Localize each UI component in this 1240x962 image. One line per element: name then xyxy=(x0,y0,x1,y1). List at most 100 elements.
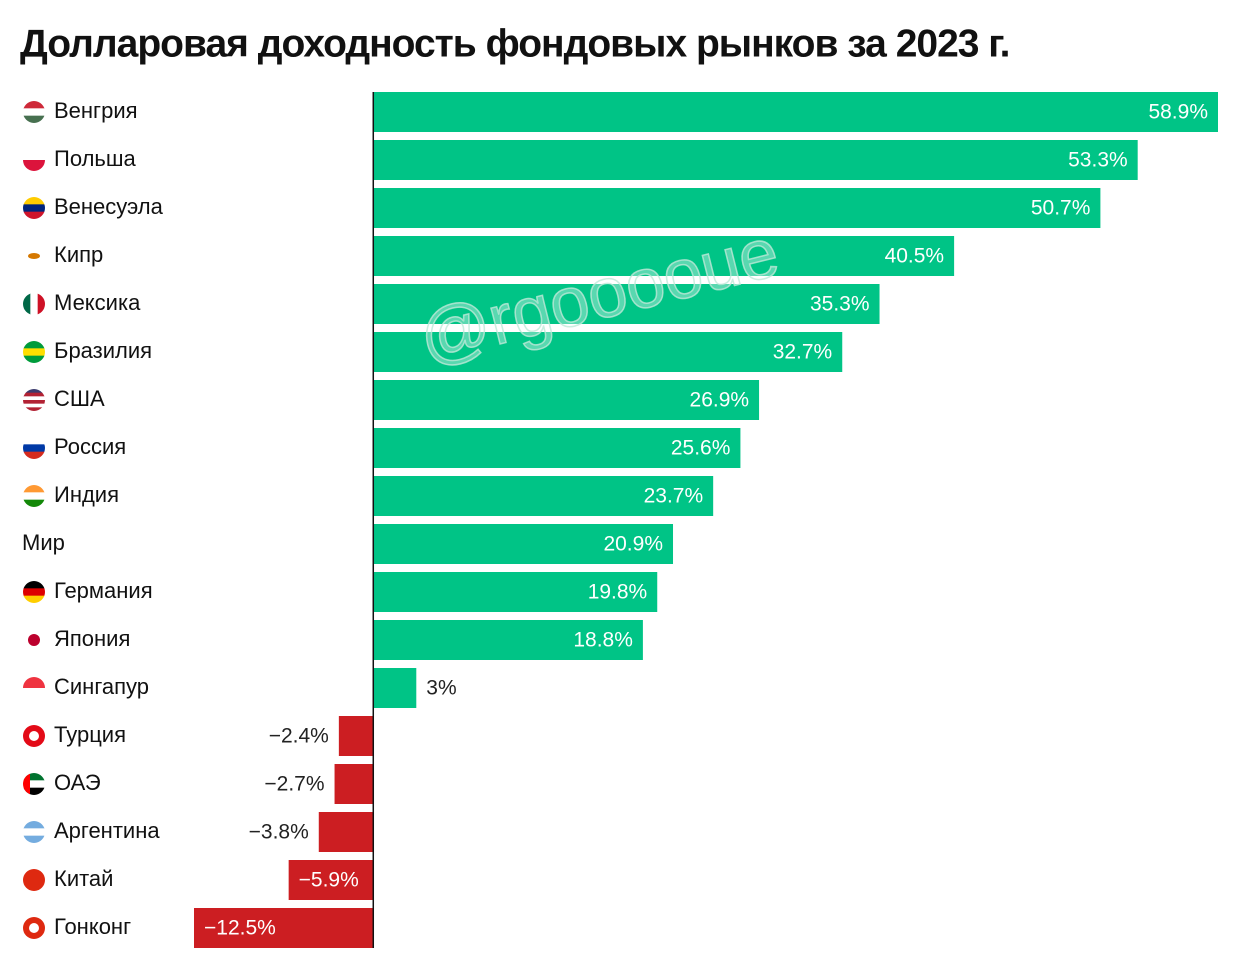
value-label: −5.9% xyxy=(299,869,359,892)
flag-stripe xyxy=(23,780,45,789)
value-label: 18.8% xyxy=(573,629,633,652)
bar xyxy=(373,524,674,564)
category-label: Венгрия xyxy=(54,98,138,123)
category-label: Аргентина xyxy=(54,818,160,843)
category-label: Турция xyxy=(54,722,126,747)
value-label: −12.5% xyxy=(204,917,276,940)
value-label: −3.8% xyxy=(249,821,309,844)
flag xyxy=(23,773,45,795)
category-label: Сингапур xyxy=(54,674,149,699)
value-label: 32.7% xyxy=(773,341,833,364)
flag-stripe xyxy=(23,581,45,589)
flag-stripe xyxy=(23,392,45,397)
flag-dot xyxy=(29,731,39,741)
flag xyxy=(23,101,45,123)
flag-stripe xyxy=(23,293,31,315)
category-label: Мексика xyxy=(54,290,141,315)
flag-stripe xyxy=(23,451,45,459)
flag-stripe xyxy=(23,677,45,689)
category-label: Бразилия xyxy=(54,338,152,363)
flag xyxy=(23,485,45,507)
value-label: 25.6% xyxy=(671,437,731,460)
category-label: Китай xyxy=(54,866,113,891)
flag-stripe xyxy=(23,773,30,795)
flag xyxy=(23,341,45,363)
flag xyxy=(23,389,45,411)
flag xyxy=(23,437,45,459)
flag-stripe xyxy=(23,245,45,257)
flag-stripe xyxy=(23,869,45,891)
category-label: Гонконг xyxy=(54,914,131,939)
flags xyxy=(23,101,45,939)
value-label: 58.9% xyxy=(1148,101,1208,124)
flag-stripe xyxy=(23,341,45,349)
category-label: Индия xyxy=(54,482,119,507)
category-label: Япония xyxy=(54,626,130,651)
flag xyxy=(23,149,45,171)
flag-stripe xyxy=(23,787,45,795)
value-label: 3% xyxy=(426,677,456,700)
flag-stripe xyxy=(23,403,45,408)
flag-stripe xyxy=(23,821,45,829)
flag-stripe xyxy=(23,396,45,401)
flag-stripe xyxy=(23,211,45,219)
bar xyxy=(194,908,374,948)
flag xyxy=(23,629,45,651)
value-label: 20.9% xyxy=(603,533,663,556)
flag-stripe xyxy=(30,293,39,315)
bar xyxy=(373,332,843,372)
flag-stripe xyxy=(23,407,45,411)
bar xyxy=(288,860,374,900)
bar xyxy=(373,236,955,276)
flag-stripe xyxy=(23,588,45,597)
flag xyxy=(23,245,45,267)
value-label: 23.7% xyxy=(644,485,704,508)
category-label: Венесуэла xyxy=(54,194,164,219)
flag-stripe xyxy=(23,485,45,493)
category-label: США xyxy=(54,386,105,411)
flag-stripe xyxy=(23,444,45,453)
flag-stripe xyxy=(23,492,45,501)
flag xyxy=(23,581,45,603)
marks: 58.9% 53.3% 50.7% 40.5% 35.3% 32.7% 26.9% 25.6%… xyxy=(194,92,1218,948)
bar xyxy=(373,92,1218,132)
flag-stripe xyxy=(23,828,45,837)
flag xyxy=(23,821,45,843)
category-label: ОАЭ xyxy=(54,770,101,795)
chart-title: Долларовая доходность фондовых рынков за… xyxy=(20,22,1009,65)
bar xyxy=(373,572,658,612)
value-label: 26.9% xyxy=(690,389,750,412)
flag-stripe xyxy=(23,348,45,357)
value-label: −2.4% xyxy=(269,725,329,748)
flag-dot xyxy=(28,634,40,646)
category-label: Россия xyxy=(54,434,126,459)
bar xyxy=(373,476,714,516)
flag-stripe xyxy=(23,595,45,603)
flag-stripe xyxy=(23,115,45,123)
value-label: 40.5% xyxy=(885,245,945,268)
flag-stripe xyxy=(23,101,45,109)
flag xyxy=(23,197,45,219)
bar xyxy=(318,812,374,852)
value-label: 19.8% xyxy=(588,581,648,604)
flag-stripe xyxy=(23,835,45,843)
flag-stripe xyxy=(23,160,45,171)
flag-stripe xyxy=(23,688,45,699)
flag-stripe xyxy=(23,204,45,213)
flag-stripe xyxy=(23,499,45,507)
flag-stripe xyxy=(23,197,45,205)
value-label: 50.7% xyxy=(1031,197,1091,220)
flag-stripe xyxy=(23,400,45,405)
flag-stripe xyxy=(23,108,45,117)
flag xyxy=(23,293,45,315)
flag-dot xyxy=(28,253,40,259)
bar xyxy=(334,764,374,804)
flag-stripe xyxy=(23,149,45,161)
flag-stripe xyxy=(23,389,45,394)
flag-stripe xyxy=(23,773,45,781)
flag xyxy=(23,725,45,747)
category-label: Мир xyxy=(22,530,65,555)
bar xyxy=(373,620,643,660)
bar xyxy=(373,188,1101,228)
